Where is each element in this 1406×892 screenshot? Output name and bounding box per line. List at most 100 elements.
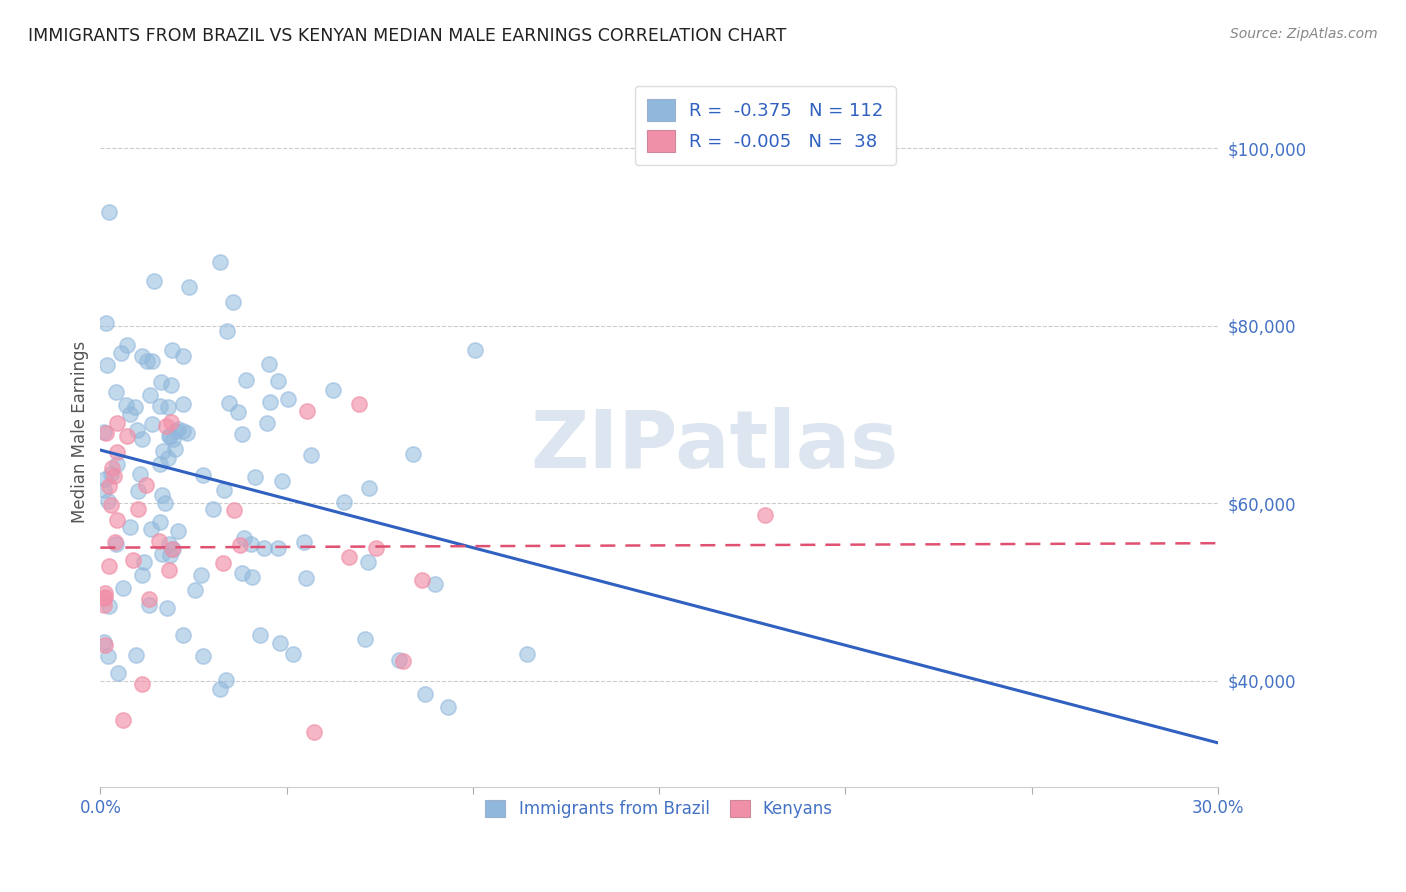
Point <box>271 474 294 488</box>
Point <box>322 383 344 397</box>
Point <box>131 432 153 446</box>
Point <box>228 405 250 419</box>
Point <box>299 448 322 462</box>
Point <box>304 725 326 739</box>
Point <box>267 375 290 389</box>
Point <box>218 396 240 410</box>
Point <box>142 274 165 288</box>
Point <box>425 576 447 591</box>
Point <box>160 343 183 358</box>
Point <box>413 687 436 701</box>
Point <box>149 457 172 471</box>
Point <box>211 557 233 571</box>
Point <box>191 649 214 664</box>
Point <box>157 537 180 551</box>
Point <box>103 468 125 483</box>
Point <box>240 537 263 551</box>
Point <box>124 401 146 415</box>
Point <box>357 482 380 496</box>
Point <box>134 555 156 569</box>
Point <box>100 498 122 512</box>
Point <box>172 397 194 411</box>
Point <box>411 573 433 587</box>
Point <box>115 429 138 443</box>
Point <box>148 534 170 549</box>
Point <box>159 378 181 392</box>
Point <box>162 432 184 446</box>
Point <box>166 524 188 538</box>
Point <box>111 581 134 595</box>
Point <box>388 653 411 667</box>
Point <box>229 538 252 552</box>
Point <box>96 359 118 373</box>
Point <box>94 426 117 441</box>
Point <box>267 541 290 555</box>
Point <box>93 483 115 497</box>
Point <box>93 598 115 612</box>
Point <box>105 385 128 400</box>
Point <box>357 555 380 569</box>
Point <box>349 397 371 411</box>
Point <box>131 677 153 691</box>
Point <box>129 467 152 482</box>
Point <box>516 647 538 661</box>
Point <box>172 424 194 438</box>
Point <box>98 204 121 219</box>
Point <box>231 427 253 442</box>
Point <box>269 636 291 650</box>
Text: Source: ZipAtlas.com: Source: ZipAtlas.com <box>1230 27 1378 41</box>
Point <box>135 478 157 492</box>
Text: IMMIGRANTS FROM BRAZIL VS KENYAN MEDIAN MALE EARNINGS CORRELATION CHART: IMMIGRANTS FROM BRAZIL VS KENYAN MEDIAN … <box>28 27 786 45</box>
Point <box>98 479 121 493</box>
Point <box>104 534 127 549</box>
Point <box>105 537 128 551</box>
Point <box>249 628 271 642</box>
Point <box>231 566 253 580</box>
Point <box>245 470 267 484</box>
Point <box>295 571 318 585</box>
Point <box>127 501 149 516</box>
Point <box>354 632 377 646</box>
Point <box>156 401 179 415</box>
Point <box>297 404 319 418</box>
Point <box>118 519 141 533</box>
Point <box>253 541 276 556</box>
Point <box>94 590 117 604</box>
Point <box>115 398 138 412</box>
Point <box>152 443 174 458</box>
Point <box>152 547 174 561</box>
Point <box>172 628 194 642</box>
Point <box>97 599 120 613</box>
Text: ZIPatlas: ZIPatlas <box>531 408 898 485</box>
Point <box>215 673 238 688</box>
Point <box>191 467 214 482</box>
Point <box>366 541 388 556</box>
Point <box>105 416 128 430</box>
Point <box>257 357 280 371</box>
Point <box>464 343 486 358</box>
Point <box>157 563 180 577</box>
Point <box>217 325 239 339</box>
Point <box>149 515 172 529</box>
Point <box>162 541 184 556</box>
Point <box>256 416 278 430</box>
Point <box>201 502 224 516</box>
Point <box>209 682 232 697</box>
Point <box>131 350 153 364</box>
Point <box>141 354 163 368</box>
Point <box>209 255 232 269</box>
Point <box>150 488 173 502</box>
Point <box>136 353 159 368</box>
Point <box>97 493 120 508</box>
Y-axis label: Median Male Earnings: Median Male Earnings <box>72 341 89 524</box>
Point <box>94 472 117 486</box>
Point <box>240 570 263 584</box>
Point <box>212 483 235 498</box>
Point <box>141 522 163 536</box>
Point <box>167 422 190 436</box>
Point <box>101 461 124 475</box>
Point <box>153 496 176 510</box>
Point <box>125 648 148 662</box>
Point <box>259 395 281 409</box>
Point <box>107 666 129 681</box>
